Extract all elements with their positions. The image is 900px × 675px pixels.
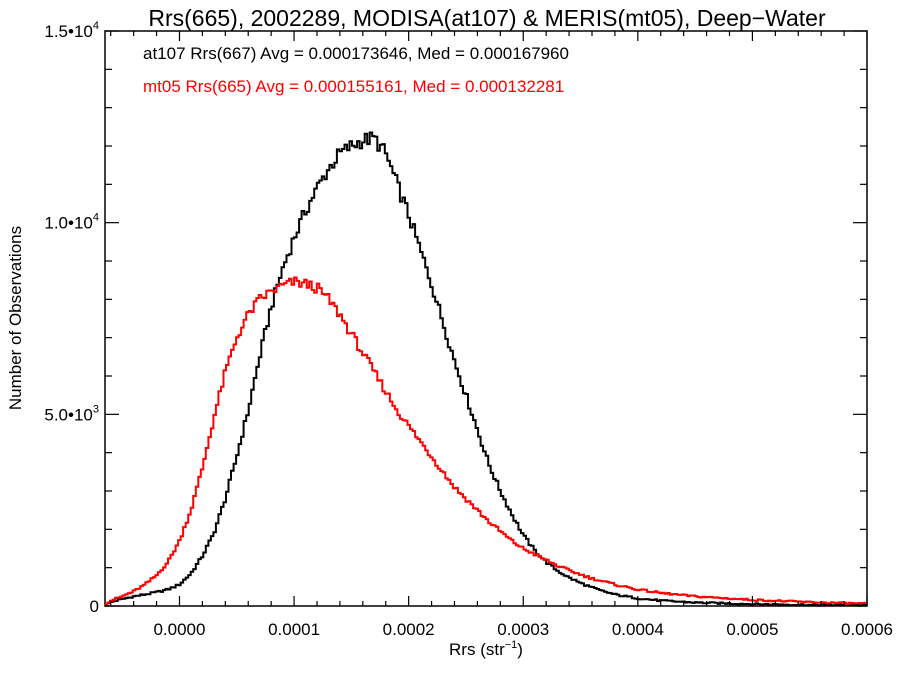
chart-title: Rrs(665), 2002289, MODISA(at107) & MERIS… (148, 5, 826, 31)
annotation-mt05-stats: mt05 Rrs(665) Avg = 0.000155161, Med = 0… (143, 77, 564, 96)
x-tick-label: 0.0005 (726, 620, 778, 639)
series-line-0 (105, 131, 868, 607)
x-axis-label: Rrs (str−1) (449, 639, 523, 659)
x-tick-label: 0.0004 (612, 620, 664, 639)
ticks-layer: 0.0000 0.0001 0.0002 0.0003 0.0004 0.0005 0.00… (44, 20, 893, 639)
plot-frame (104, 30, 868, 607)
series-layer (105, 131, 868, 607)
y-tick-label: 1.5•104 (44, 20, 99, 41)
x-axis-label-main: Rrs (str (449, 640, 505, 659)
y-tick-label: 0 (90, 597, 99, 616)
y-tick-label: 1.0•104 (44, 212, 99, 233)
y-axis-label: Number of Observations (6, 226, 25, 410)
series-line-1 (105, 276, 868, 606)
x-tick-label: 0.0000 (153, 620, 205, 639)
x-tick-label: 0.0001 (268, 620, 320, 639)
y-tick-label: 5.0•103 (44, 403, 99, 424)
x-axis-label-exponent: −1 (505, 639, 518, 651)
annotation-at107-stats: at107 Rrs(667) Avg = 0.000173646, Med = … (143, 44, 569, 63)
x-tick-label: 0.0002 (383, 620, 435, 639)
x-tick-label: 0.0003 (497, 620, 549, 639)
x-axis-label-end: ) (517, 640, 523, 659)
x-tick-label: 0.0006 (841, 620, 893, 639)
